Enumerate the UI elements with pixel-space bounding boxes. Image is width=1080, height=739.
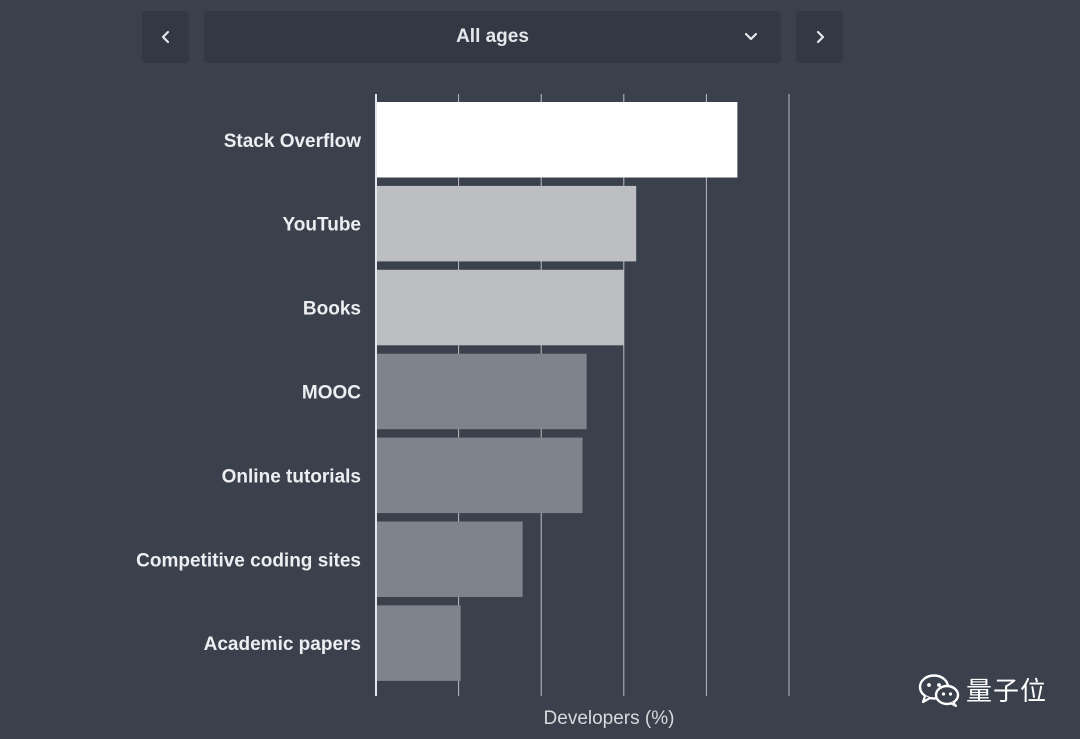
watermark-text: 量子位 bbox=[966, 677, 1048, 707]
bar-online-tutorials[interactable] bbox=[377, 437, 583, 514]
chevron-down-icon bbox=[744, 32, 758, 41]
category-labels: Stack Overflow YouTube Books MOOC Online tut… bbox=[136, 131, 361, 655]
bar-academic-papers[interactable] bbox=[377, 605, 461, 681]
watermark: 量子位 bbox=[918, 671, 1047, 708]
bars-layer bbox=[377, 102, 738, 681]
previous-button[interactable] bbox=[142, 11, 189, 63]
category-label: Academic papers bbox=[204, 634, 361, 655]
wechat-icon bbox=[918, 673, 960, 707]
bar-competitive-coding-sites[interactable] bbox=[377, 521, 523, 598]
bar-stack-overflow[interactable] bbox=[377, 102, 738, 178]
age-filter-selected: All ages bbox=[456, 26, 529, 47]
chevron-left-icon bbox=[161, 30, 169, 44]
chevron-right-icon bbox=[816, 30, 824, 44]
bar-books[interactable] bbox=[377, 269, 624, 346]
next-button[interactable] bbox=[796, 11, 843, 63]
bar-youtube[interactable] bbox=[377, 185, 637, 262]
category-label: Online tutorials bbox=[222, 466, 361, 487]
category-label: Books bbox=[303, 299, 361, 320]
category-label: YouTube bbox=[283, 215, 361, 236]
category-label: Stack Overflow bbox=[224, 131, 361, 152]
category-label: MOOC bbox=[302, 382, 361, 403]
bar-mooc[interactable] bbox=[377, 353, 587, 430]
x-axis-title: Developers (%) bbox=[544, 708, 675, 729]
category-label: Competitive coding sites bbox=[136, 550, 361, 571]
age-filter-dropdown[interactable]: All ages bbox=[204, 11, 781, 63]
